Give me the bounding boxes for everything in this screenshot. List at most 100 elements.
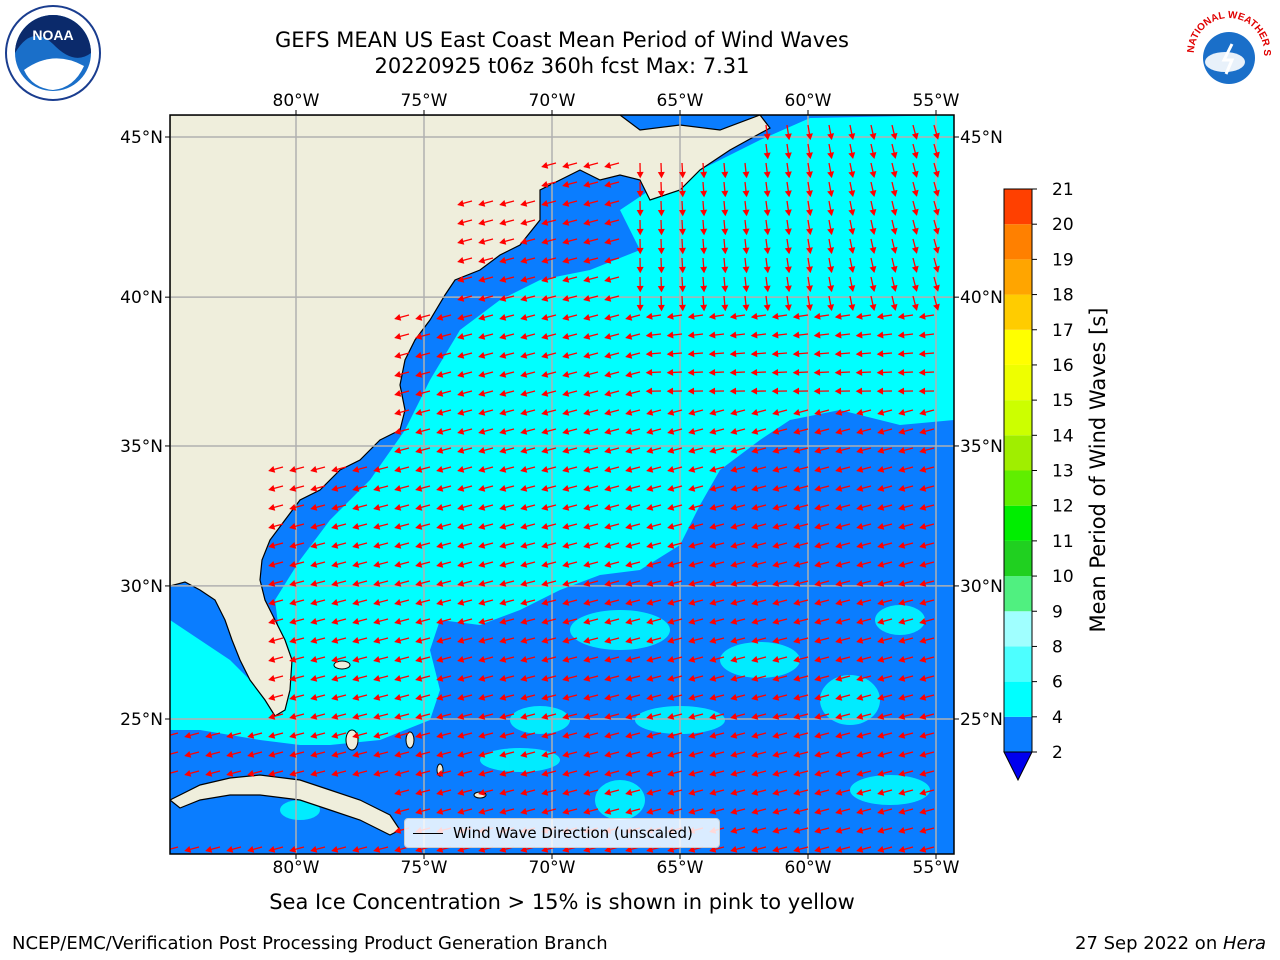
wave-arrowhead (709, 731, 717, 739)
wave-arrowhead (688, 750, 696, 758)
wave-arrowhead (730, 503, 738, 511)
colorbar-tick-label: 11 (1052, 532, 1074, 552)
wave-arrowhead (478, 484, 486, 492)
wave-arrowhead (827, 304, 835, 312)
wave-arrowhead (331, 503, 339, 511)
wave-arrowhead (268, 598, 276, 606)
wave-arrowhead (541, 275, 549, 283)
wave-arrowhead (541, 161, 549, 169)
wave-arrowhead (772, 408, 780, 416)
lon-tick-label: 65°W (657, 858, 704, 878)
wave-arrowhead (331, 750, 339, 758)
wave-arrowhead (562, 427, 570, 435)
wave-arrowhead (688, 408, 696, 416)
colorbar-segment (1004, 189, 1032, 225)
wave-arrowhead (667, 579, 675, 587)
wave-arrowhead (835, 446, 843, 454)
wave-arrowhead (310, 769, 318, 777)
wave-arrowhead (457, 655, 465, 663)
wave-arrowhead (520, 541, 528, 549)
wave-arrowhead (700, 190, 708, 198)
wave-arrowhead (688, 731, 696, 739)
wave-arrowhead (268, 712, 276, 720)
wave-arrowhead (478, 294, 486, 302)
wave-arrowhead (331, 674, 339, 682)
wave-arrowhead (751, 693, 759, 701)
wave-arrowhead (562, 598, 570, 606)
wave-arrowhead (898, 446, 906, 454)
wave-arrowhead (793, 655, 801, 663)
wave-arrowhead (814, 655, 822, 663)
wave-arrowhead (373, 541, 381, 549)
wave-arrowhead (835, 560, 843, 568)
wave-arrowhead (520, 465, 528, 473)
wave-arrowhead (911, 303, 919, 311)
graticule (170, 115, 954, 854)
wave-arrowhead (729, 368, 737, 376)
wave-arrowhead (646, 788, 654, 796)
wave-arrowhead (499, 522, 507, 530)
wave-arrowhead (646, 655, 654, 663)
wave-arrowhead (645, 368, 653, 376)
wave-arrowhead (520, 674, 528, 682)
wave-arrowhead (751, 484, 759, 492)
wave-arrowhead (373, 522, 381, 530)
wave-arrowhead (268, 845, 276, 853)
wave-arrowhead (562, 294, 570, 302)
wave-arrowhead (688, 693, 696, 701)
wave-arrowhead (394, 332, 402, 340)
wave-arrowhead (520, 731, 528, 739)
wave-arrowhead (667, 636, 675, 644)
wave-arrowhead (478, 655, 486, 663)
wave-arrowhead (562, 541, 570, 549)
wave-arrowhead (667, 446, 675, 454)
wave-arrowhead (835, 503, 843, 511)
wave-arrowhead (890, 265, 898, 273)
wave-arrowhead (625, 598, 633, 606)
wave-arrowhead (918, 331, 926, 339)
wave-arrowhead (170, 756, 171, 758)
wave-arrowhead (268, 617, 276, 625)
wave-arrowhead (520, 199, 528, 207)
wave-arrowhead (394, 370, 402, 378)
wave-arrowhead (856, 465, 864, 473)
wave-arrowhead (604, 503, 612, 511)
lat-tick-label: 45°N (120, 128, 163, 148)
wave-arrowhead (499, 598, 507, 606)
lat-tick-label: 30°N (120, 577, 163, 597)
wave-arrowhead (897, 387, 905, 395)
wave-arrowhead (784, 228, 792, 236)
wave-arrowhead (541, 427, 549, 435)
wave-arrowhead (772, 598, 780, 606)
wave-arrowhead (721, 190, 729, 198)
wave-arrowhead (814, 541, 822, 549)
wave-arrowhead (520, 237, 528, 245)
wave-arrowhead (541, 237, 549, 245)
wave-arrowhead (742, 190, 750, 198)
wave-arrowhead (667, 674, 675, 682)
date-text: 27 Sep 2022 on (1075, 933, 1223, 954)
wave-arrowhead (289, 522, 297, 530)
wave-arrowhead (247, 750, 255, 758)
wave-arrowhead (289, 484, 297, 492)
wave-arrowhead (911, 170, 919, 178)
wave-arrowhead (541, 465, 549, 473)
wave-arrowhead (688, 541, 696, 549)
wave-arrowhead (897, 368, 905, 376)
wave-arrowhead (877, 427, 885, 435)
wave-arrowhead (625, 332, 633, 340)
wave-arrowhead (625, 522, 633, 530)
wave-arrowhead (247, 845, 255, 853)
wave-arrowhead (688, 427, 696, 435)
wave-arrowhead (541, 750, 549, 758)
wave-arrowhead (562, 332, 570, 340)
wave-arrowhead (436, 807, 444, 815)
wave-arrowhead (562, 674, 570, 682)
wave-arrowhead (898, 503, 906, 511)
wave-arrowhead (205, 769, 213, 777)
wave-arrowhead (898, 655, 906, 663)
wave-arrowhead (792, 331, 800, 339)
wave-arrowhead (742, 228, 750, 236)
wave-arrowhead (793, 617, 801, 625)
wave-arrowhead (742, 171, 750, 179)
